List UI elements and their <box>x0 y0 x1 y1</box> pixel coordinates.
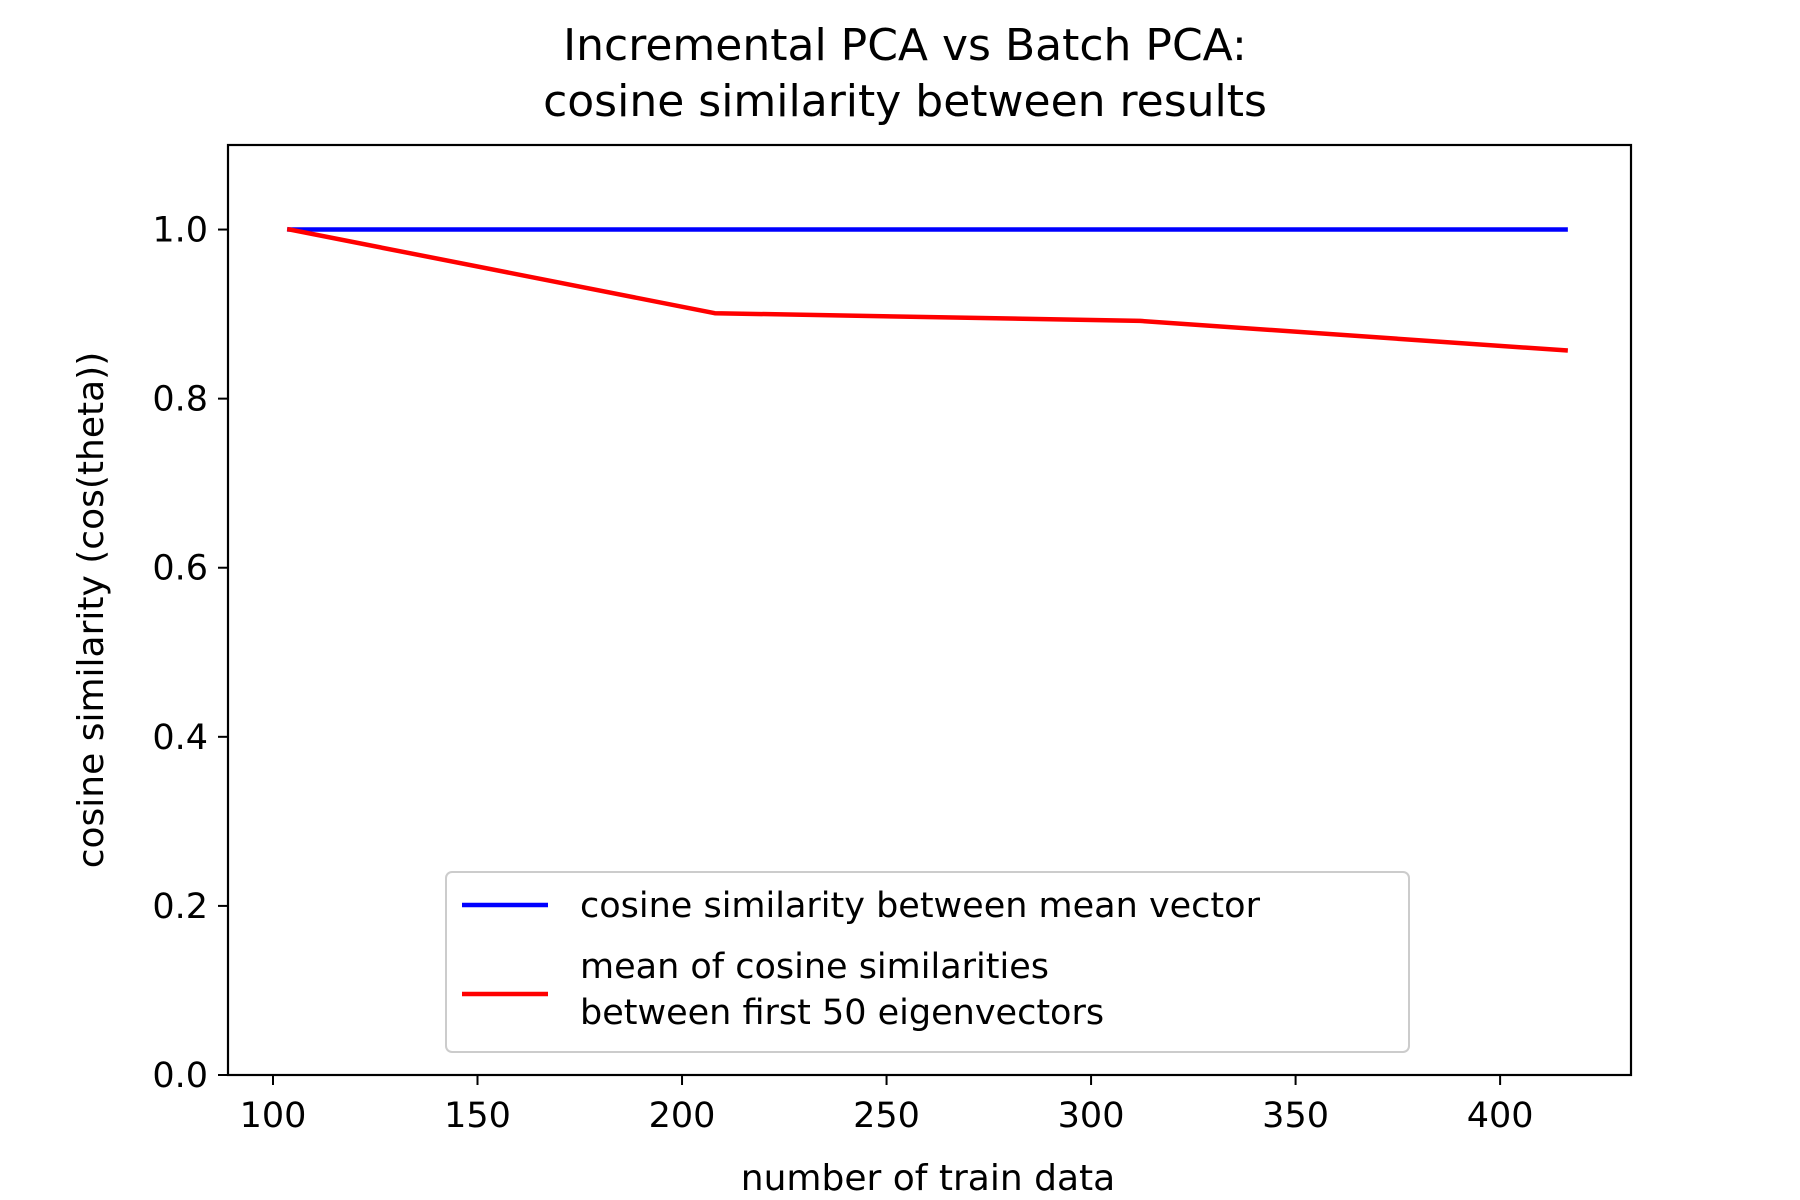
x-tick-label: 350 <box>1262 1096 1329 1136</box>
x-tick-label: 150 <box>444 1096 511 1136</box>
x-axis-label: number of train data <box>741 1158 1115 1199</box>
legend-label-eigenvectors-line-2: between first 50 eigenvectors <box>580 993 1104 1033</box>
legend-label-eigenvectors-line-1: mean of cosine similarities <box>580 947 1049 987</box>
y-tick-label: 0.6 <box>152 549 208 589</box>
y-axis-label: cosine similarity (cos(theta)) <box>71 352 112 869</box>
y-axis-ticks: 0.0 0.2 0.4 0.6 0.8 1.0 <box>152 211 228 1096</box>
legend-label-mean-vector: cosine similarity between mean vector <box>580 886 1261 926</box>
series-layer <box>286 226 1569 353</box>
plot-area-frame <box>226 143 1633 1077</box>
x-axis-ticks: 100 150 200 250 300 350 400 <box>240 1075 1534 1136</box>
x-tick-label: 400 <box>1467 1096 1534 1136</box>
chart-title: Incremental PCA vs Batch PCA: cosine sim… <box>543 20 1267 127</box>
y-tick-label: 1.0 <box>152 211 208 251</box>
legend-box <box>445 871 1410 1053</box>
x-tick-label: 200 <box>649 1096 716 1136</box>
legend: cosine similarity between mean vector me… <box>445 871 1410 1053</box>
y-tick-label: 0.0 <box>152 1056 208 1096</box>
y-tick-label: 0.4 <box>152 718 208 758</box>
chart-title-line-1: Incremental PCA vs Batch PCA: <box>563 20 1247 71</box>
x-tick-label: 300 <box>1058 1096 1125 1136</box>
y-tick-label: 0.8 <box>152 380 208 420</box>
series-line-2 <box>286 226 1569 353</box>
x-tick-label: 250 <box>853 1096 920 1136</box>
y-tick-label: 0.2 <box>152 887 208 927</box>
x-tick-label: 100 <box>240 1096 307 1136</box>
chart-title-line-2: cosine similarity between results <box>543 76 1267 127</box>
